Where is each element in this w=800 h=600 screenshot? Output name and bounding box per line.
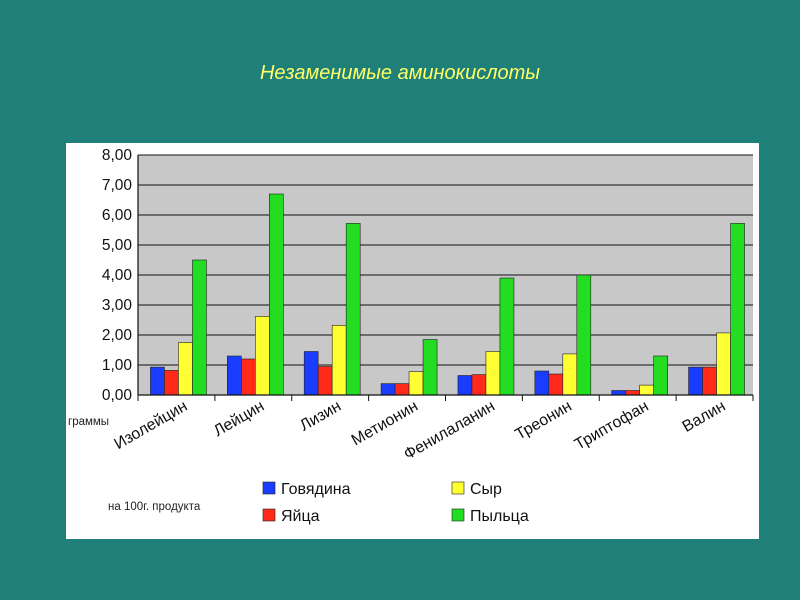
bar-2-1 [164,370,179,396]
bar-1-7 [611,390,626,396]
bar-1-2 [227,355,242,396]
bar-2-7 [625,390,640,396]
bar-3-8 [716,332,731,396]
y-tick-label: 7,00 [102,177,133,194]
legend-swatch-3 [451,481,465,495]
bar-2-6 [548,373,564,396]
bar-4-6 [576,274,592,396]
x-tick-label: Лизин [297,398,344,435]
y-tick-label: 4,00 [102,267,133,284]
y-tick-label: 8,00 [102,147,133,164]
bar-chart: 0,00 1,00 2,00 3,00 4,00 5,00 6,00 7,00 8,00 Изо… [68,147,754,525]
x-tick-label: Изолейцин [112,398,191,453]
x-tick-label: Триптофан [572,398,652,454]
bar-4-7 [653,355,668,396]
y-tick-label: 3,00 [102,297,133,314]
bar-1-8 [688,366,703,396]
x-tick-label: Метионин [349,398,421,450]
bar-1-5 [457,375,473,396]
y-tick-label: 6,00 [102,207,133,224]
legend-swatch-2 [262,508,276,522]
y-tick-label: 1,00 [102,357,133,374]
bar-1-1 [150,366,165,396]
bar-2-4 [394,383,410,396]
bar-1-4 [380,383,396,396]
bar-1-6 [534,370,550,396]
bar-3-2 [255,316,270,396]
bar-3-6 [562,353,578,396]
bar-2-5 [471,374,487,396]
bar-4-8 [730,223,745,396]
bar-3-4 [408,371,424,396]
bar-2-2 [241,358,256,396]
bar-4-4 [422,339,438,396]
legend-swatch-1 [262,481,276,495]
unit-note: на 100г. продукта [108,501,201,513]
y-tick-label: 5,00 [102,237,133,254]
y-tick-label: 0,00 [102,387,133,404]
bar-4-1 [192,259,207,396]
legend-label-4: Пыльца [470,508,529,525]
chart-panel: 0,00 1,00 2,00 3,00 4,00 5,00 6,00 7,00 8,00 Изо… [66,143,759,539]
bar-4-3 [345,223,361,396]
x-tick-label: Валин [680,398,729,436]
bar-3-3 [331,325,347,396]
x-tick-label: Треонин [512,398,574,444]
slide-title: Незаменимые аминокислоты [259,62,541,84]
bar-3-7 [639,384,654,396]
bar-3-1 [178,342,193,396]
bar-2-3 [317,366,333,396]
legend-label-3: Сыр [470,481,502,498]
y-axis-label: граммы [68,416,109,428]
legend-label-2: Яйца [281,508,320,525]
x-tick-label: Лейцин [211,398,267,440]
bar-4-5 [499,277,515,396]
legend-label-1: Говядина [281,481,351,498]
bar-2-8 [702,366,717,396]
bar-4-2 [269,193,284,396]
y-tick-label: 2,00 [102,327,133,344]
bar-3-5 [485,351,501,396]
bar-1-3 [303,351,319,396]
legend-swatch-4 [451,508,465,522]
